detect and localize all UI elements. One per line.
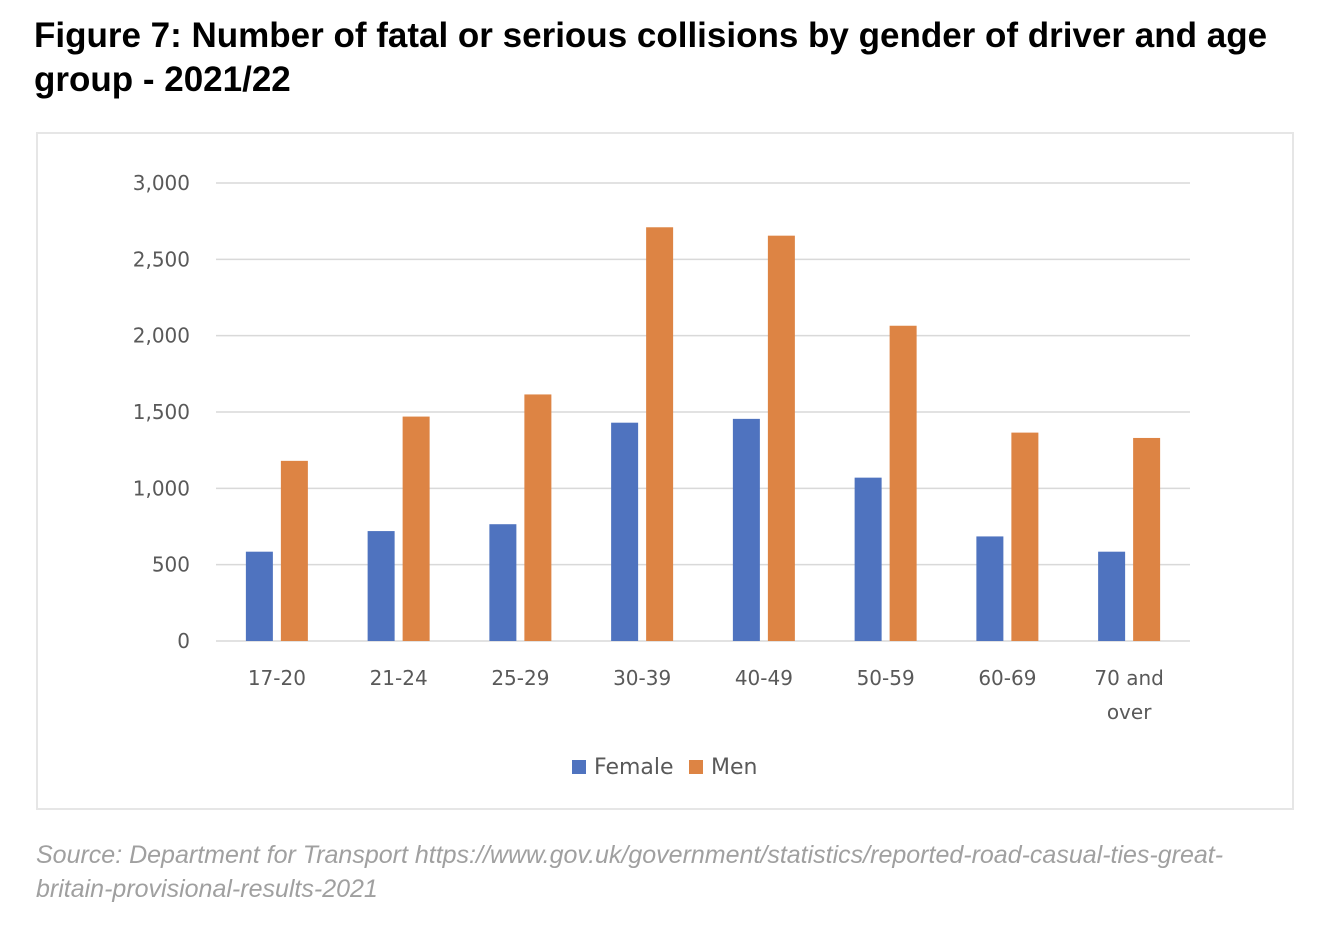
bar-men-21-24 — [402, 416, 430, 641]
x-tick-label: 17-20 — [248, 666, 306, 690]
y-tick-label: 2,500 — [133, 247, 190, 271]
x-tick-label: 70 and over — [1094, 666, 1163, 724]
x-tick-label: 25-29 — [491, 666, 549, 690]
bar-female-40-49 — [732, 418, 760, 641]
source-note: Source: Department for Transport https:/… — [36, 841, 1224, 903]
y-tick-label: 2,000 — [133, 324, 190, 348]
bar-men-17-20 — [280, 460, 308, 641]
x-tick-label-line: 40-49 — [735, 666, 793, 690]
x-tick-label: 60-69 — [978, 666, 1036, 690]
chart-area: 0 500 1,000 1,500 2,000 2,500 3,000 17-20 21-24 2… — [36, 132, 1294, 810]
x-tick-label: 30-39 — [613, 666, 671, 690]
bar-men-25-29 — [524, 394, 552, 641]
legend-swatch-female — [572, 760, 586, 774]
y-tick-label: 0 — [177, 629, 190, 653]
bar-men-50-59 — [889, 325, 917, 641]
x-tick-label: 40-49 — [735, 666, 793, 690]
bar-female-17-20 — [245, 551, 273, 641]
legend-label-men: Men — [711, 755, 757, 780]
bar-female-50-59 — [854, 477, 882, 641]
bar-men-70-and-over — [1133, 437, 1161, 641]
bar-men-30-39 — [646, 227, 674, 642]
x-tick-label-line: 17-20 — [248, 666, 306, 690]
x-tick-label: 21-24 — [370, 666, 428, 690]
x-tick-label-line: 21-24 — [370, 666, 428, 690]
x-tick-label-line: 60-69 — [978, 666, 1036, 690]
legend-label-female: Female — [594, 755, 674, 780]
y-tick-label: 1,000 — [133, 476, 190, 500]
bar-female-60-69 — [976, 536, 1004, 641]
y-tick-label: 1,500 — [133, 400, 190, 424]
bar-men-60-69 — [1011, 432, 1039, 641]
bar-female-30-39 — [611, 422, 639, 641]
x-tick-label-line: 50-59 — [857, 666, 915, 690]
figure-title: Figure 7: Number of fatal or serious col… — [34, 16, 1268, 99]
bar-female-25-29 — [489, 524, 517, 641]
x-tick-label-line: 25-29 — [491, 666, 549, 690]
bar-female-70-and-over — [1098, 551, 1126, 641]
legend-swatch-men — [689, 760, 703, 774]
y-tick-label: 3,000 — [133, 171, 190, 195]
x-tick-label-line: 70 and — [1094, 666, 1163, 690]
y-tick-label: 500 — [152, 553, 190, 577]
x-tick-label-line: 30-39 — [613, 666, 671, 690]
x-tick-label-line: over — [1107, 700, 1152, 724]
bar-chart: 0 500 1,000 1,500 2,000 2,500 3,000 17-20 21-24 2… — [133, 171, 1190, 780]
bar-female-21-24 — [367, 531, 395, 641]
x-tick-label: 50-59 — [857, 666, 915, 690]
bar-men-40-49 — [767, 235, 795, 642]
